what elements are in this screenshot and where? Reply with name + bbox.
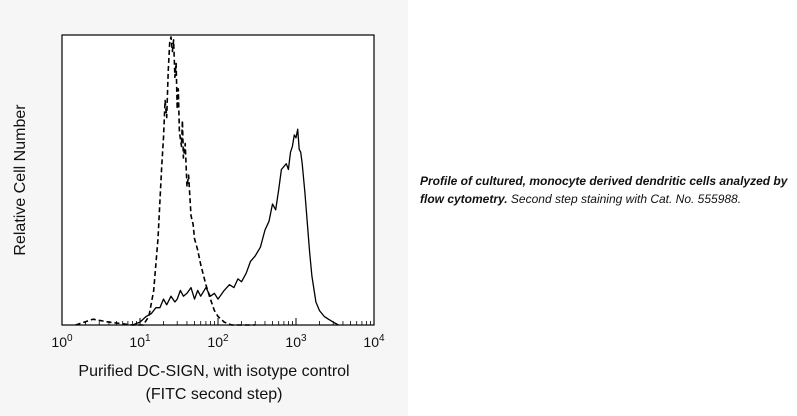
- x-axis-tick-labels: 100 101 102 103 104: [51, 333, 385, 350]
- isotype-control-histogram-line: [75, 36, 256, 326]
- plot-frame: [61, 34, 375, 326]
- x-axis-title-line2: (FITC second step): [146, 386, 283, 403]
- x-tick-label: 102: [207, 333, 229, 350]
- y-axis-title: Relative Cell Number: [12, 104, 29, 256]
- x-axis-title-line1: Purified DC-SIGN, with isotype control: [78, 363, 349, 380]
- figure-caption: Profile of cultured, monocyte derived de…: [420, 172, 790, 208]
- x-tick-label: 103: [285, 333, 307, 350]
- dc-sign-histogram-line: [132, 128, 339, 326]
- x-tick-label: 101: [129, 333, 151, 350]
- x-tick-label: 104: [363, 333, 385, 350]
- caption-bold-text: Profile of cultured, monocyte derived de…: [420, 174, 788, 206]
- histogram-chart: 100 101 102 103 104 Relative Cell Number Pur…: [12, 34, 385, 403]
- figure-panel: 100 101 102 103 104 Relative Cell Number Pur…: [12, 34, 386, 403]
- x-tick-label: 100: [51, 333, 73, 350]
- series-group: [75, 36, 339, 326]
- caption-normal-text: Second step staining with Cat. No. 55598…: [507, 192, 742, 206]
